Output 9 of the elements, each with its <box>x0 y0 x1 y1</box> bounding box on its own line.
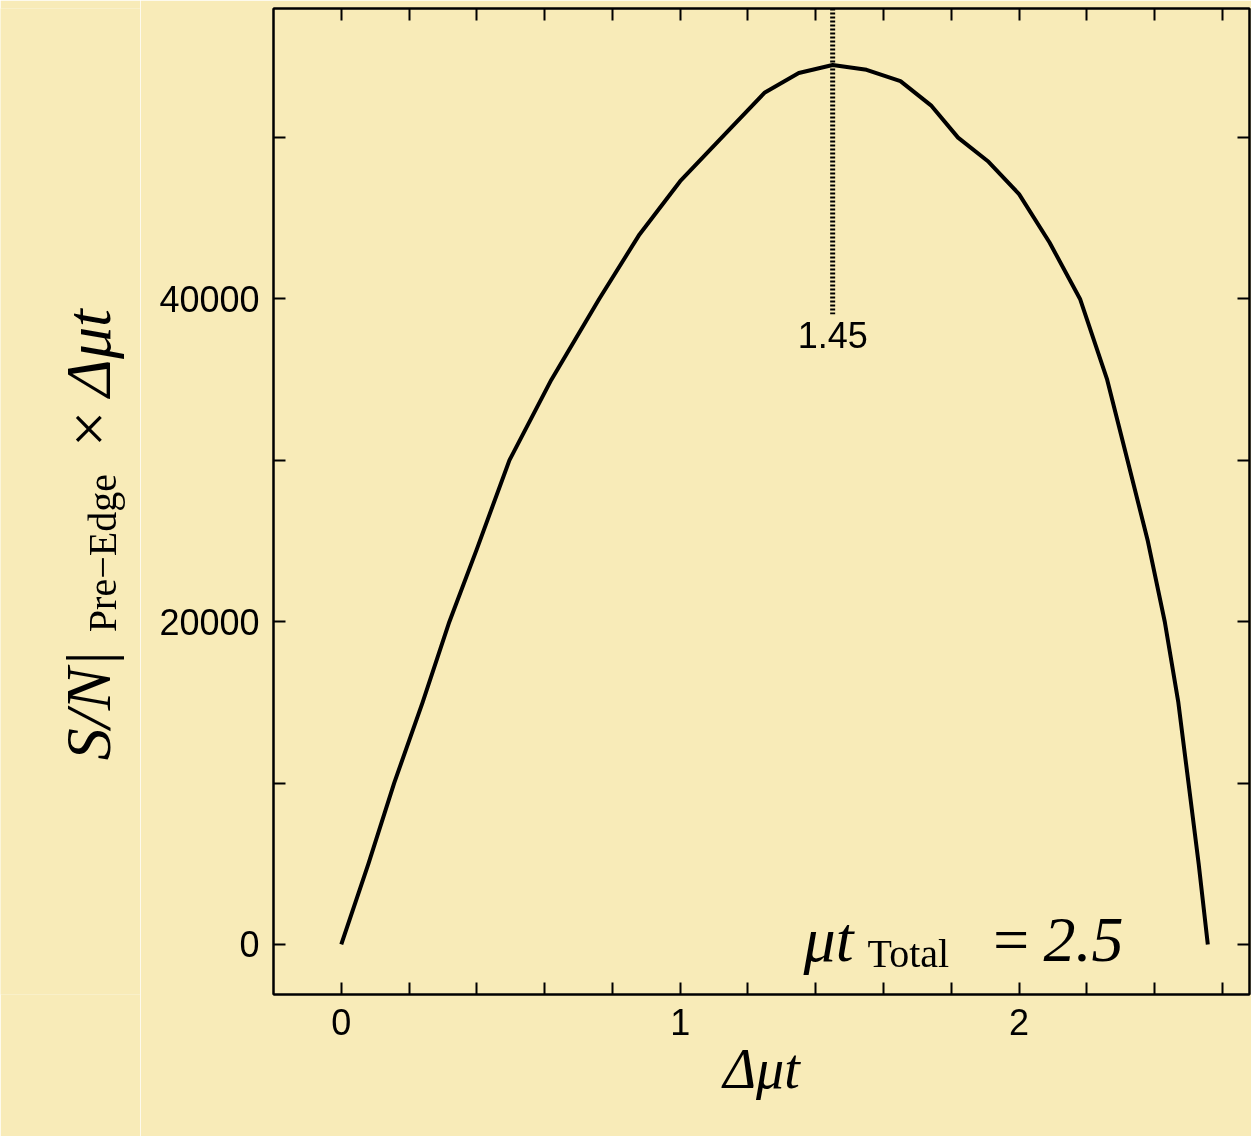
y-axis-title: S/N|Pre−Edge × Δμt <box>53 306 126 761</box>
x-tick-label: 1 <box>670 1001 691 1043</box>
ref-line-label: 1.45 <box>797 315 868 357</box>
y-tick-label: 0 <box>239 924 260 966</box>
y-tick-label: 20000 <box>159 601 260 643</box>
x-tick-label: 0 <box>331 1001 352 1043</box>
x-tick-label: 2 <box>1009 1001 1030 1043</box>
x-axis-title: Δμt <box>721 1037 802 1100</box>
y-tick-label: 40000 <box>159 278 260 320</box>
